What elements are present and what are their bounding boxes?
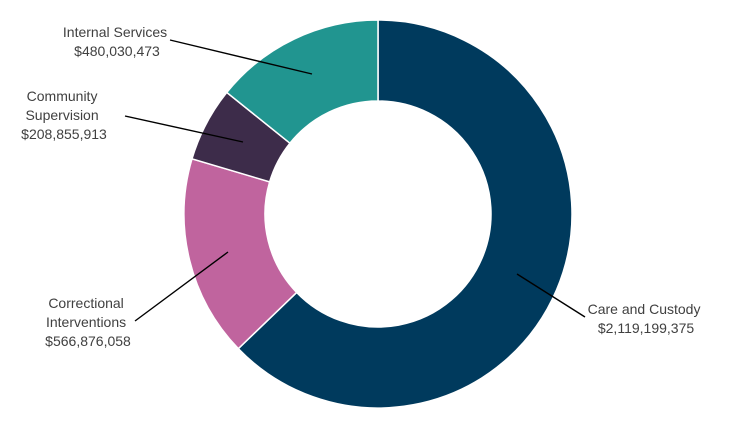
label-internal-services-value: $480,030,473 — [74, 43, 160, 59]
leader-line-community-supervision — [124, 115, 244, 143]
label-care-custody: Care and Custody $2,119,199,375 — [588, 301, 705, 336]
leader-line-internal-services — [169, 39, 313, 75]
leader-line-care-custody — [516, 273, 586, 318]
label-correctional-interventions-line2: Interventions — [46, 314, 126, 330]
label-community-supervision-line1: Community — [27, 88, 98, 104]
label-community-supervision-line2: Supervision — [25, 107, 98, 123]
label-internal-services-name: Internal Services — [63, 24, 167, 40]
label-correctional-interventions-line1: Correctional — [48, 295, 123, 311]
label-community-supervision-value: $208,855,913 — [21, 126, 107, 142]
label-internal-services: Internal Services $480,030,473 — [63, 24, 171, 59]
donut-slices — [183, 19, 573, 409]
slice-care-custody — [237, 19, 573, 409]
leader-line-correctional-interventions — [134, 251, 229, 322]
label-correctional-interventions-value: $566,876,058 — [45, 333, 131, 349]
label-correctional-interventions: Correctional Interventions $566,876,058 — [45, 295, 131, 349]
label-care-custody-value: $2,119,199,375 — [598, 320, 694, 336]
slice-internal-services — [225, 19, 379, 145]
label-community-supervision: Community Supervision $208,855,913 — [21, 88, 107, 142]
label-care-custody-name: Care and Custody — [588, 301, 701, 317]
